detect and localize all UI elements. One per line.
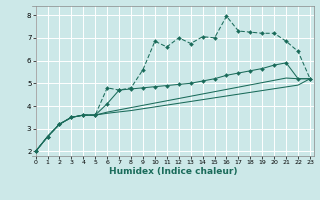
X-axis label: Humidex (Indice chaleur): Humidex (Indice chaleur) [108,167,237,176]
